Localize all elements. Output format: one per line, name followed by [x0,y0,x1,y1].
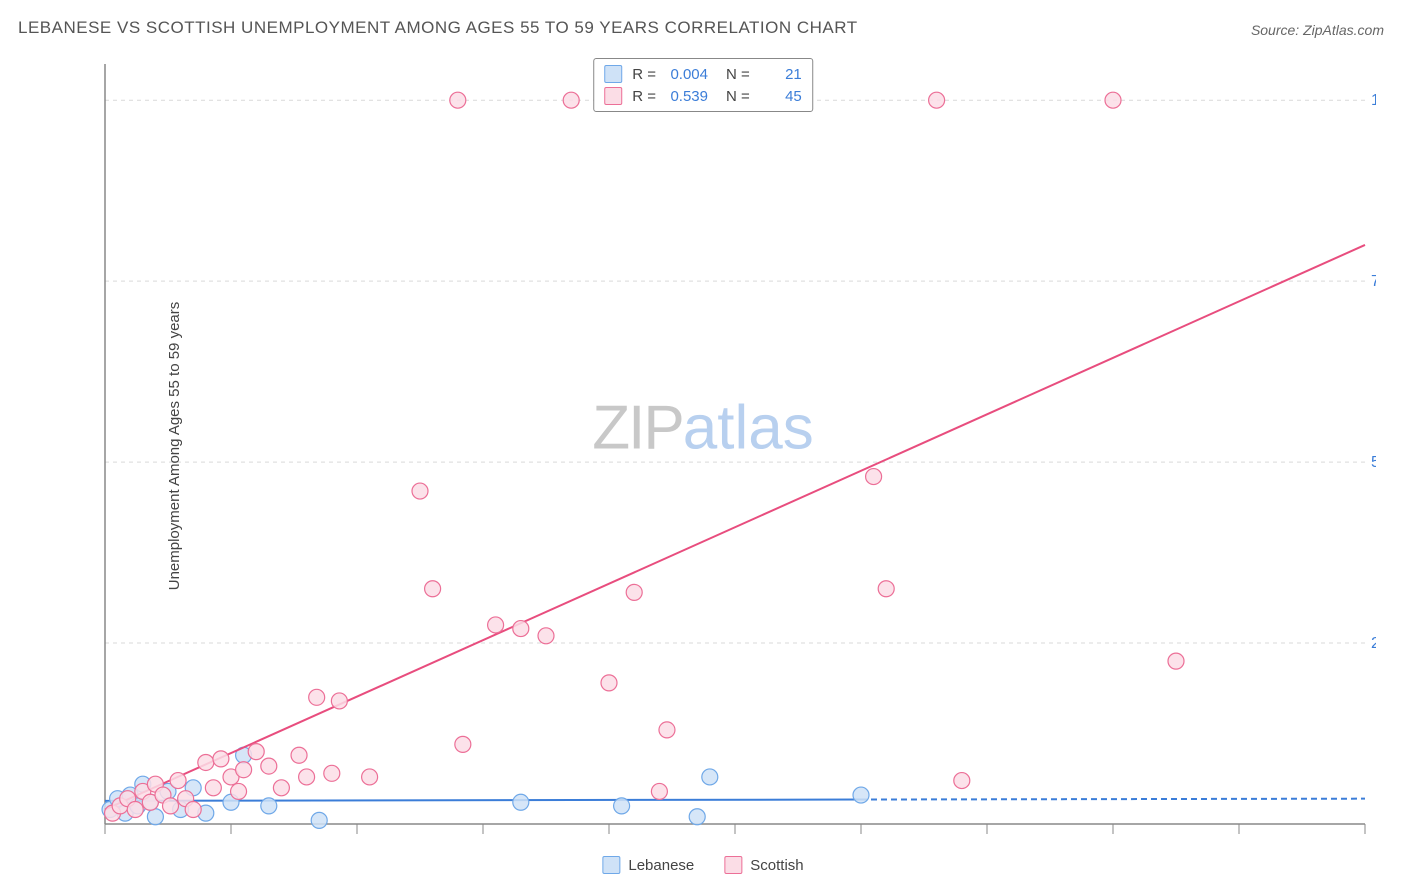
legend-swatch [604,65,622,83]
svg-text:100.0%: 100.0% [1371,92,1376,109]
svg-text:50.0%: 50.0% [1371,454,1376,471]
stat-r-label: R = [632,66,656,83]
legend-swatch [602,856,620,874]
source-attribution: Source: ZipAtlas.com [1251,22,1384,38]
svg-text:0.0%: 0.0% [105,841,141,842]
stat-n-label: N = [726,66,750,83]
stat-r-value: 0.539 [666,88,708,105]
scatter-chart: 0.0% 50.0% 25.0% 50.0% 75.0% 100.0% [50,50,1376,842]
stat-r-value: 0.004 [666,66,708,83]
stat-n-value: 45 [760,88,802,105]
chart-container: Unemployment Among Ages 55 to 59 years 0… [50,50,1376,842]
svg-text:50.0%: 50.0% [1320,841,1365,842]
legend-series: Lebanese Scottish [602,856,803,874]
svg-text:75.0%: 75.0% [1371,273,1376,290]
legend-label: Scottish [750,857,803,874]
stat-n-label: N = [726,88,750,105]
y-axis-label: Unemployment Among Ages 55 to 59 years [166,302,183,591]
legend-item: Lebanese [602,856,694,874]
legend-stats: R = 0.004 N = 21 R = 0.539 N = 45 [593,58,813,112]
chart-title: LEBANESE VS SCOTTISH UNEMPLOYMENT AMONG … [18,18,858,38]
legend-item: Scottish [724,856,803,874]
stat-r-label: R = [632,88,656,105]
legend-swatch [724,856,742,874]
svg-text:25.0%: 25.0% [1371,635,1376,652]
legend-stat-row: R = 0.004 N = 21 [604,63,802,85]
legend-stat-row: R = 0.539 N = 45 [604,85,802,107]
stat-n-value: 21 [760,66,802,83]
legend-label: Lebanese [628,857,694,874]
legend-swatch [604,87,622,105]
